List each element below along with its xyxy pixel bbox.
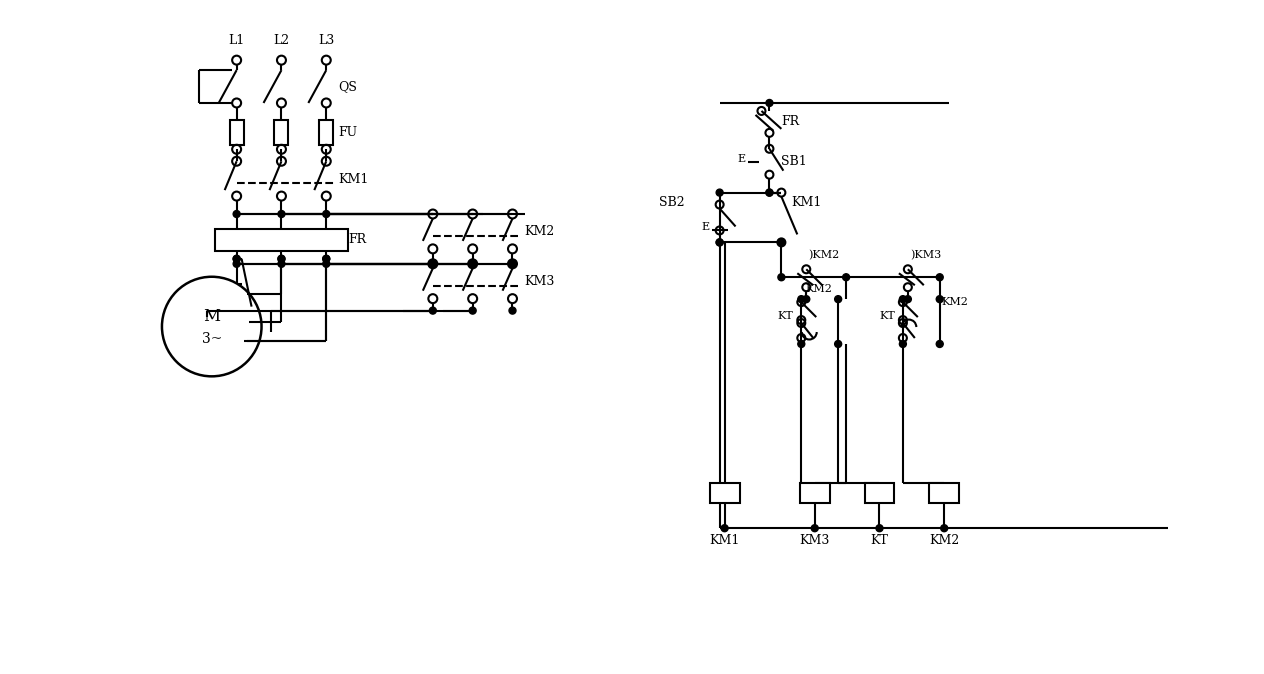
- Circle shape: [811, 525, 818, 532]
- Circle shape: [717, 189, 723, 196]
- Circle shape: [766, 189, 772, 196]
- Text: 3~: 3~: [201, 332, 222, 346]
- Bar: [230, 120, 244, 145]
- Circle shape: [717, 239, 723, 246]
- Circle shape: [798, 340, 805, 348]
- Circle shape: [233, 255, 240, 262]
- Text: )KM3: )KM3: [910, 250, 942, 260]
- Circle shape: [430, 260, 436, 268]
- Text: L2: L2: [273, 34, 289, 47]
- Circle shape: [900, 296, 906, 303]
- Circle shape: [233, 255, 240, 262]
- Bar: [215, 229, 348, 251]
- Circle shape: [777, 239, 785, 246]
- Circle shape: [509, 307, 516, 314]
- Circle shape: [233, 260, 240, 268]
- Circle shape: [904, 296, 911, 303]
- Circle shape: [509, 260, 516, 268]
- Text: KT: KT: [777, 311, 794, 321]
- Text: KM2: KM2: [929, 534, 959, 547]
- Circle shape: [278, 255, 284, 262]
- Text: FU: FU: [339, 126, 358, 139]
- Text: KM1: KM1: [339, 173, 369, 185]
- Circle shape: [322, 260, 330, 268]
- Circle shape: [509, 260, 516, 268]
- Text: KM2: KM2: [942, 297, 968, 307]
- Text: KT: KT: [871, 534, 889, 547]
- Bar: [709, 483, 739, 503]
- Text: QS: QS: [339, 80, 358, 93]
- Circle shape: [278, 210, 284, 218]
- Text: FR: FR: [781, 115, 800, 128]
- Circle shape: [469, 260, 477, 268]
- Circle shape: [900, 340, 906, 348]
- Circle shape: [278, 255, 284, 262]
- Circle shape: [233, 210, 240, 218]
- Circle shape: [777, 274, 785, 281]
- Text: KM3: KM3: [800, 534, 830, 547]
- Text: SB2: SB2: [659, 196, 685, 209]
- Circle shape: [717, 239, 723, 246]
- Text: KM2: KM2: [525, 225, 555, 239]
- Text: E: E: [737, 154, 746, 164]
- Bar: [865, 483, 895, 503]
- Bar: [800, 483, 829, 503]
- Circle shape: [843, 274, 849, 281]
- Circle shape: [798, 296, 805, 303]
- Text: L3: L3: [319, 34, 335, 47]
- Circle shape: [766, 100, 772, 106]
- Text: KM1: KM1: [791, 196, 822, 209]
- Text: FR: FR: [348, 233, 367, 247]
- Text: KM2: KM2: [805, 284, 832, 294]
- Circle shape: [278, 260, 284, 268]
- Circle shape: [940, 525, 948, 532]
- Text: KM3: KM3: [525, 275, 555, 288]
- Circle shape: [322, 210, 330, 218]
- Circle shape: [430, 307, 436, 314]
- Circle shape: [469, 307, 477, 314]
- Circle shape: [430, 260, 436, 268]
- Circle shape: [937, 296, 943, 303]
- Text: E: E: [702, 222, 709, 233]
- Bar: [320, 120, 334, 145]
- Circle shape: [722, 525, 728, 532]
- Text: M: M: [204, 308, 220, 325]
- Circle shape: [469, 260, 477, 268]
- Bar: [929, 483, 959, 503]
- Text: SB1: SB1: [781, 155, 808, 168]
- Circle shape: [322, 255, 330, 262]
- Text: L1: L1: [229, 34, 245, 47]
- Circle shape: [803, 296, 810, 303]
- Circle shape: [937, 340, 943, 348]
- Text: KM1: KM1: [709, 534, 739, 547]
- Text: )KM2: )KM2: [808, 250, 839, 260]
- Circle shape: [322, 255, 330, 262]
- Circle shape: [766, 189, 772, 196]
- Text: KT: KT: [880, 311, 895, 321]
- Bar: [274, 120, 288, 145]
- Circle shape: [834, 340, 842, 348]
- Circle shape: [834, 296, 842, 303]
- Circle shape: [876, 525, 884, 532]
- Circle shape: [937, 274, 943, 281]
